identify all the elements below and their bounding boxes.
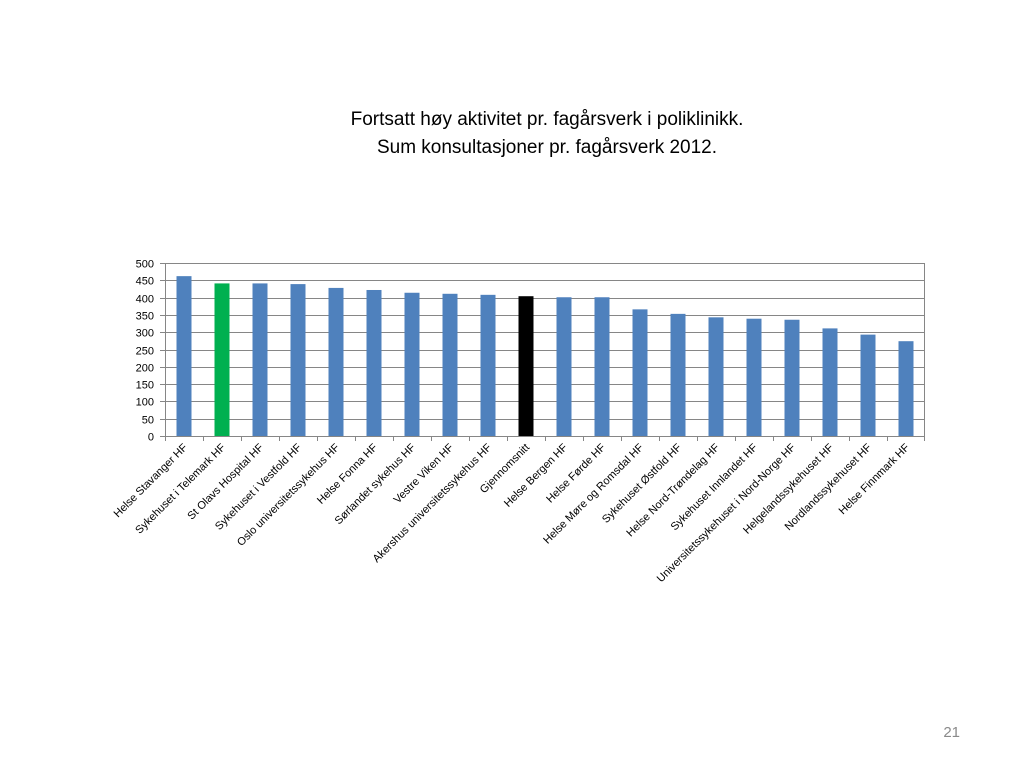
bar xyxy=(632,309,648,436)
bar xyxy=(290,284,306,436)
bar xyxy=(784,319,800,436)
page-number: 21 xyxy=(943,724,960,741)
y-tick-label: 50 xyxy=(142,415,154,427)
bar xyxy=(746,318,762,436)
bars xyxy=(176,276,914,436)
gridlines xyxy=(165,263,925,420)
bar xyxy=(594,297,610,436)
bar xyxy=(708,317,724,436)
bar xyxy=(822,328,838,436)
bar xyxy=(860,334,876,436)
y-tick-label: 100 xyxy=(136,397,154,409)
y-tick-label: 200 xyxy=(136,363,154,375)
x-tick-label: Universitetssykehuset i Nord-Norge HF xyxy=(655,441,799,585)
y-tick-labels: 0 50 100 150 200 250 300 350 400 450 500 xyxy=(136,259,154,444)
y-tick-label: 250 xyxy=(136,346,154,358)
axes xyxy=(160,263,925,441)
slide-title: Fortsatt høy aktivitet pr. fagårsverk i … xyxy=(262,106,832,162)
y-tick-label: 0 xyxy=(148,432,154,444)
y-tick-label: 450 xyxy=(136,276,154,288)
bar xyxy=(328,287,344,436)
y-tick-label: 300 xyxy=(136,328,154,340)
bar xyxy=(518,296,534,436)
title-line-2: Sum konsultasjoner pr. fagårsverk 2012. xyxy=(376,137,718,158)
y-tick-label: 350 xyxy=(136,311,154,323)
bar xyxy=(176,276,192,436)
bar xyxy=(480,294,496,436)
y-tick-label: 500 xyxy=(136,259,154,271)
y-tick-label: 400 xyxy=(136,294,154,306)
bar xyxy=(214,283,230,436)
x-tick-label: Helse Finnmark HF xyxy=(837,441,913,517)
bar xyxy=(556,297,572,436)
y-tick-label: 150 xyxy=(136,380,154,392)
bar xyxy=(366,289,382,436)
bar xyxy=(898,341,914,436)
bar xyxy=(670,313,686,436)
bar xyxy=(442,293,458,436)
title-line-1: Fortsatt høy aktivitet pr. fagårsverk i … xyxy=(350,109,744,130)
x-tick-label: Helse Stavanger HF xyxy=(112,441,191,520)
bar xyxy=(252,283,268,436)
bar xyxy=(404,292,420,436)
